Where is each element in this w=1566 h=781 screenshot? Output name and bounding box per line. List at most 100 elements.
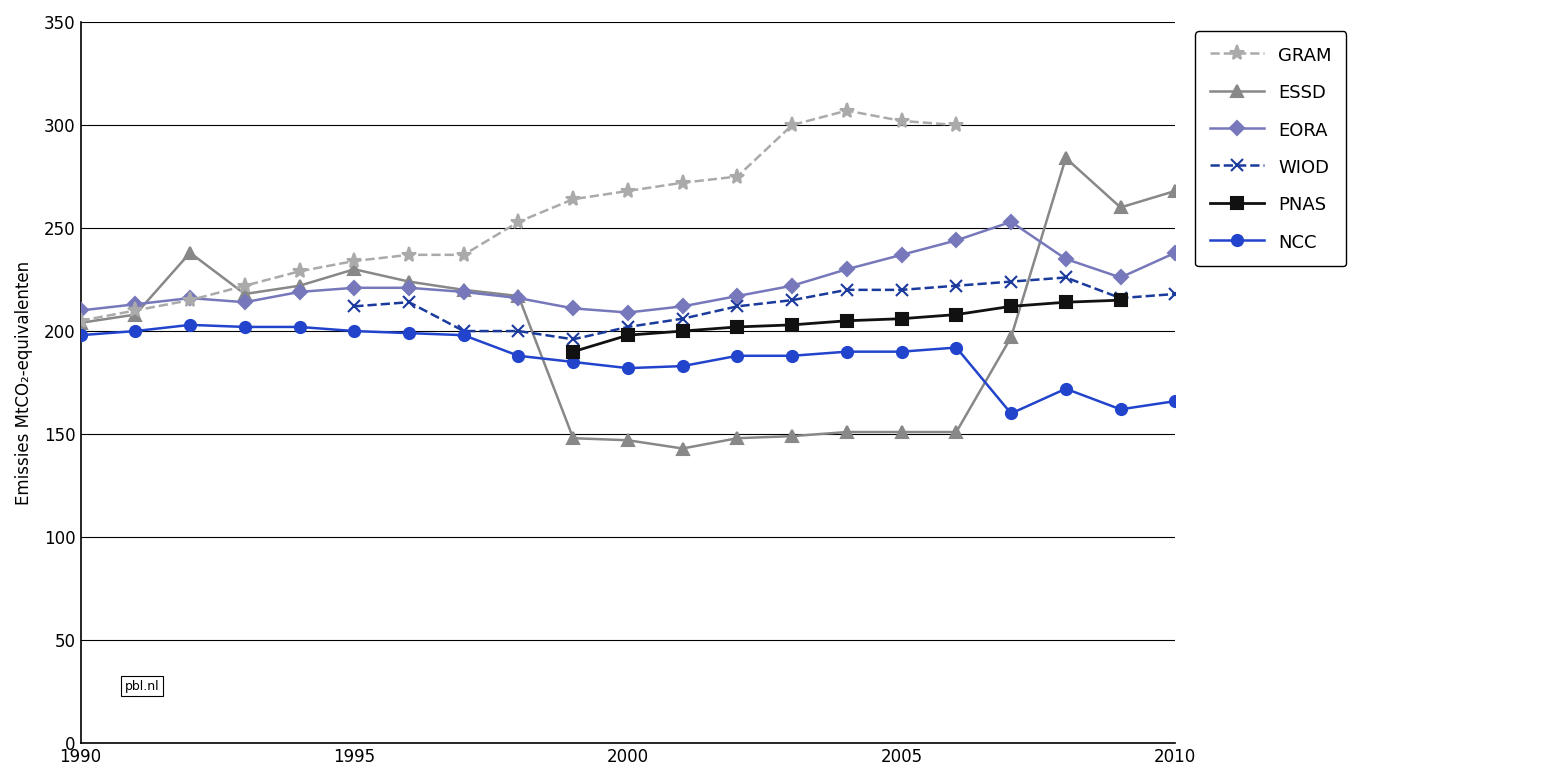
- GRAM: [783, 120, 802, 130]
- GRAM: [70, 316, 89, 326]
- GRAM: [345, 256, 363, 266]
- ESSD: [1057, 153, 1076, 162]
- ESSD: [564, 433, 583, 443]
- PNAS: [1002, 301, 1021, 311]
- Legend: GRAM, ESSD, EORA, WIOD, PNAS, NCC: GRAM, ESSD, EORA, WIOD, PNAS, NCC: [1195, 31, 1347, 266]
- NCC: [235, 323, 254, 332]
- NCC: [1112, 405, 1131, 414]
- WIOD: [783, 295, 802, 305]
- GRAM: [290, 266, 309, 276]
- PNAS: [1057, 298, 1076, 307]
- ESSD: [947, 427, 966, 437]
- GRAM: [399, 250, 418, 259]
- WIOD: [564, 334, 583, 344]
- WIOD: [1112, 294, 1131, 303]
- Line: PNAS: PNAS: [567, 294, 1126, 357]
- NCC: [1002, 408, 1021, 418]
- WIOD: [673, 314, 692, 323]
- EORA: [290, 287, 309, 297]
- PNAS: [947, 310, 966, 319]
- EORA: [838, 265, 857, 274]
- EORA: [619, 308, 637, 317]
- NCC: [619, 363, 637, 373]
- GRAM: [619, 186, 637, 195]
- EORA: [564, 304, 583, 313]
- NCC: [509, 351, 528, 361]
- NCC: [180, 320, 199, 330]
- ESSD: [180, 248, 199, 258]
- WIOD: [893, 285, 911, 294]
- ESSD: [1112, 203, 1131, 212]
- WIOD: [1002, 277, 1021, 287]
- ESSD: [399, 277, 418, 287]
- GRAM: [947, 120, 966, 130]
- GRAM: [564, 194, 583, 204]
- ESSD: [783, 431, 802, 440]
- WIOD: [728, 301, 747, 311]
- GRAM: [893, 116, 911, 126]
- NCC: [125, 326, 144, 336]
- Line: ESSD: ESSD: [75, 152, 1181, 454]
- NCC: [70, 330, 89, 340]
- ESSD: [893, 427, 911, 437]
- PNAS: [728, 323, 747, 332]
- ESSD: [1165, 186, 1184, 195]
- NCC: [728, 351, 747, 361]
- WIOD: [509, 326, 528, 336]
- PNAS: [783, 320, 802, 330]
- NCC: [947, 343, 966, 352]
- ESSD: [125, 310, 144, 319]
- WIOD: [345, 301, 363, 311]
- WIOD: [1057, 273, 1076, 282]
- NCC: [673, 362, 692, 371]
- EORA: [70, 306, 89, 316]
- ESSD: [619, 436, 637, 445]
- EORA: [1002, 217, 1021, 226]
- PNAS: [838, 316, 857, 326]
- NCC: [564, 357, 583, 366]
- EORA: [345, 283, 363, 292]
- EORA: [125, 300, 144, 309]
- EORA: [509, 294, 528, 303]
- EORA: [893, 250, 911, 259]
- EORA: [947, 236, 966, 245]
- WIOD: [1165, 289, 1184, 298]
- Line: EORA: EORA: [75, 217, 1181, 317]
- ESSD: [290, 281, 309, 291]
- ESSD: [728, 433, 747, 443]
- EORA: [1057, 255, 1076, 264]
- GRAM: [728, 172, 747, 181]
- ESSD: [509, 291, 528, 301]
- NCC: [783, 351, 802, 361]
- NCC: [290, 323, 309, 332]
- EORA: [235, 298, 254, 307]
- EORA: [728, 291, 747, 301]
- ESSD: [70, 318, 89, 327]
- EORA: [399, 283, 418, 292]
- Line: GRAM: GRAM: [74, 103, 965, 328]
- EORA: [1112, 273, 1131, 282]
- ESSD: [454, 285, 473, 294]
- EORA: [783, 281, 802, 291]
- Line: NCC: NCC: [75, 319, 1181, 419]
- NCC: [838, 347, 857, 356]
- PNAS: [673, 326, 692, 336]
- EORA: [673, 301, 692, 311]
- GRAM: [235, 281, 254, 291]
- Text: pbl.nl: pbl.nl: [124, 679, 160, 693]
- ESSD: [235, 289, 254, 298]
- GRAM: [673, 178, 692, 187]
- NCC: [893, 347, 911, 356]
- GRAM: [125, 306, 144, 316]
- NCC: [454, 330, 473, 340]
- ESSD: [673, 444, 692, 453]
- WIOD: [619, 323, 637, 332]
- ESSD: [1002, 333, 1021, 342]
- GRAM: [509, 217, 528, 226]
- PNAS: [1112, 295, 1131, 305]
- PNAS: [893, 314, 911, 323]
- NCC: [345, 326, 363, 336]
- NCC: [1165, 397, 1184, 406]
- WIOD: [947, 281, 966, 291]
- WIOD: [454, 326, 473, 336]
